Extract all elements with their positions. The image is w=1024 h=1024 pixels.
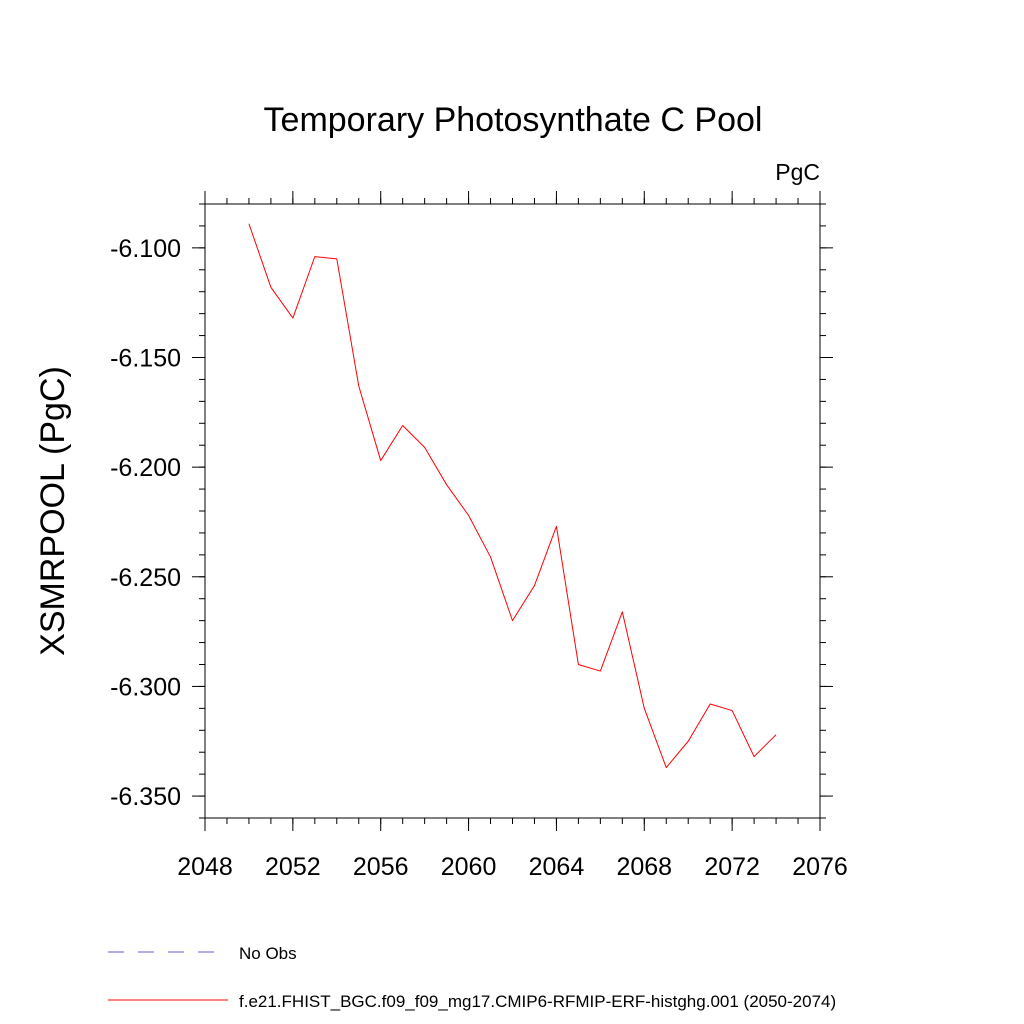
- x-tick-label: 2048: [177, 853, 233, 881]
- series-lines: [248, 223, 777, 769]
- plot-border: [204, 203, 821, 819]
- x-tick-labels: 2048 2052 2056 2060 2064 2068 2072 2076: [177, 853, 848, 881]
- x-tick-label: 2052: [265, 853, 321, 881]
- x-minor-ticks: [204, 198, 821, 824]
- x-tick-label: 2076: [792, 853, 848, 881]
- y-minor-ticks: [199, 203, 826, 819]
- y-axis-label: XSMRPOOL (PgC): [34, 366, 72, 656]
- legend: No Obs f.e21.FHIST_BGC.f09_f09_mg17.CMIP6…: [108, 944, 836, 1011]
- x-tick-label: 2064: [529, 853, 585, 881]
- x-tick-label: 2072: [704, 853, 760, 881]
- x-tick-label: 2068: [616, 853, 672, 881]
- y-tick-label: -6.200: [110, 454, 181, 482]
- units-label: PgC: [775, 159, 820, 185]
- y-tick-label: -6.300: [110, 673, 181, 701]
- y-tick-label: -6.100: [110, 235, 181, 263]
- x-tick-label: 2060: [441, 853, 497, 881]
- y-tick-label: -6.150: [110, 345, 181, 373]
- y-tick-label: -6.250: [110, 564, 181, 592]
- y-tick-label: -6.350: [110, 783, 181, 811]
- x-major-ticks: [204, 191, 821, 831]
- legend-label: No Obs: [239, 944, 297, 963]
- chart-title: Temporary Photosynthate C Pool: [264, 101, 763, 139]
- plot-frame: [204, 203, 821, 819]
- y-tick-labels: -6.100 -6.150 -6.200 -6.250 -6.300 -6.350: [110, 235, 181, 811]
- legend-label: f.e21.FHIST_BGC.f09_f09_mg17.CMIP6-RFMIP…: [239, 992, 836, 1011]
- series-line: [248, 223, 777, 769]
- y-major-ticks: [192, 247, 833, 797]
- x-tick-label: 2056: [353, 853, 409, 881]
